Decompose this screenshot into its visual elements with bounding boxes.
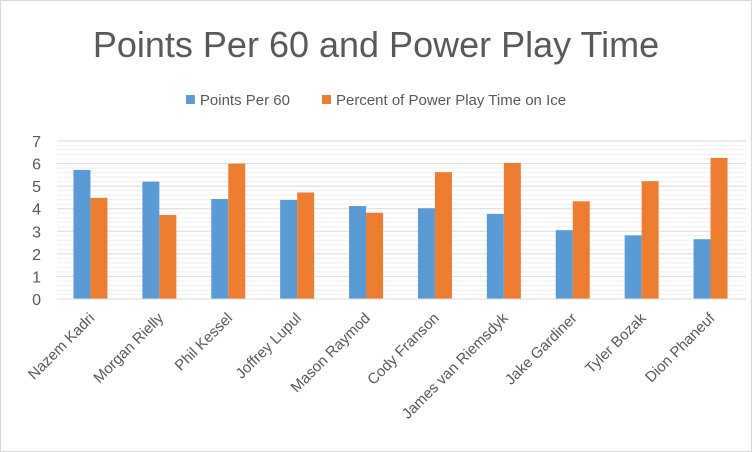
legend-swatch-points-per-60 <box>185 95 195 104</box>
x-tick-label-cody-franson: Cody Franson <box>364 310 443 389</box>
bar-percent-of-power-play-time-on-ice-jake-gardiner <box>572 201 590 299</box>
bar-points-per-60-joffrey-lupul <box>280 199 298 299</box>
bar-points-per-60-mason-raymod <box>349 206 367 299</box>
y-tick-label: 7 <box>32 134 41 151</box>
bar-points-per-60-jake-gardiner <box>555 230 573 299</box>
x-tick-label-nazem-kadri: Nazem Kadri <box>25 310 98 383</box>
bar-points-per-60-tyler-bozak <box>624 235 642 299</box>
x-tick-label-morgan-rielly: Morgan Rielly <box>90 309 167 386</box>
bar-points-per-60-dion-phaneuf <box>693 239 711 299</box>
legend-swatch-power-play-time <box>321 95 331 104</box>
y-axis: 0 1 2 3 4 5 6 7 <box>32 134 41 309</box>
y-tick-label: 1 <box>32 269 41 286</box>
bar-percent-of-power-play-time-on-ice-morgan-rielly <box>159 215 177 299</box>
bar-percent-of-power-play-time-on-ice-james-van-riemsdyk <box>503 162 521 299</box>
y-tick-label: 3 <box>32 224 41 241</box>
bar-points-per-60-james-van-riemsdyk <box>486 213 504 299</box>
y-tick-label: 6 <box>32 157 41 174</box>
bar-percent-of-power-play-time-on-ice-mason-raymod <box>366 212 384 299</box>
x-tick-label-jake-gardiner: Jake Gardiner <box>502 310 581 389</box>
legend-label-power-play-time: Percent of Power Play Time on Ice <box>336 92 566 109</box>
legend-label-points-per-60: Points Per 60 <box>200 92 290 109</box>
bar-percent-of-power-play-time-on-ice-phil-kessel <box>228 163 246 299</box>
x-tick-label-phil-kessel: Phil Kessel <box>172 310 236 374</box>
x-tick-label-tyler-bozak: Tyler Bozak <box>582 309 650 377</box>
chart-title: Points Per 60 and Power Play Time <box>93 24 659 65</box>
bar-percent-of-power-play-time-on-ice-cody-franson <box>434 172 452 299</box>
bar-points-per-60-morgan-rielly <box>142 181 160 299</box>
y-tick-label: 0 <box>32 292 41 309</box>
y-tick-label: 2 <box>32 247 41 264</box>
bar-points-per-60-nazem-kadri <box>73 169 91 299</box>
bar-percent-of-power-play-time-on-ice-tyler-bozak <box>641 181 659 299</box>
bars <box>73 157 728 299</box>
legend: Points Per 60 Percent of Power Play Time… <box>185 92 566 109</box>
x-tick-label-dion-phaneuf: Dion Phaneuf <box>642 309 719 386</box>
y-tick-label: 4 <box>32 202 41 219</box>
y-tick-label: 5 <box>32 179 41 196</box>
bar-points-per-60-cody-franson <box>417 208 435 299</box>
bar-percent-of-power-play-time-on-ice-dion-phaneuf <box>710 157 728 299</box>
bar-percent-of-power-play-time-on-ice-nazem-kadri <box>90 197 108 299</box>
bar-points-per-60-phil-kessel <box>211 199 229 299</box>
bar-percent-of-power-play-time-on-ice-joffrey-lupul <box>297 192 315 299</box>
x-tick-label-joffrey-lupul: Joffrey Lupul <box>232 310 305 383</box>
